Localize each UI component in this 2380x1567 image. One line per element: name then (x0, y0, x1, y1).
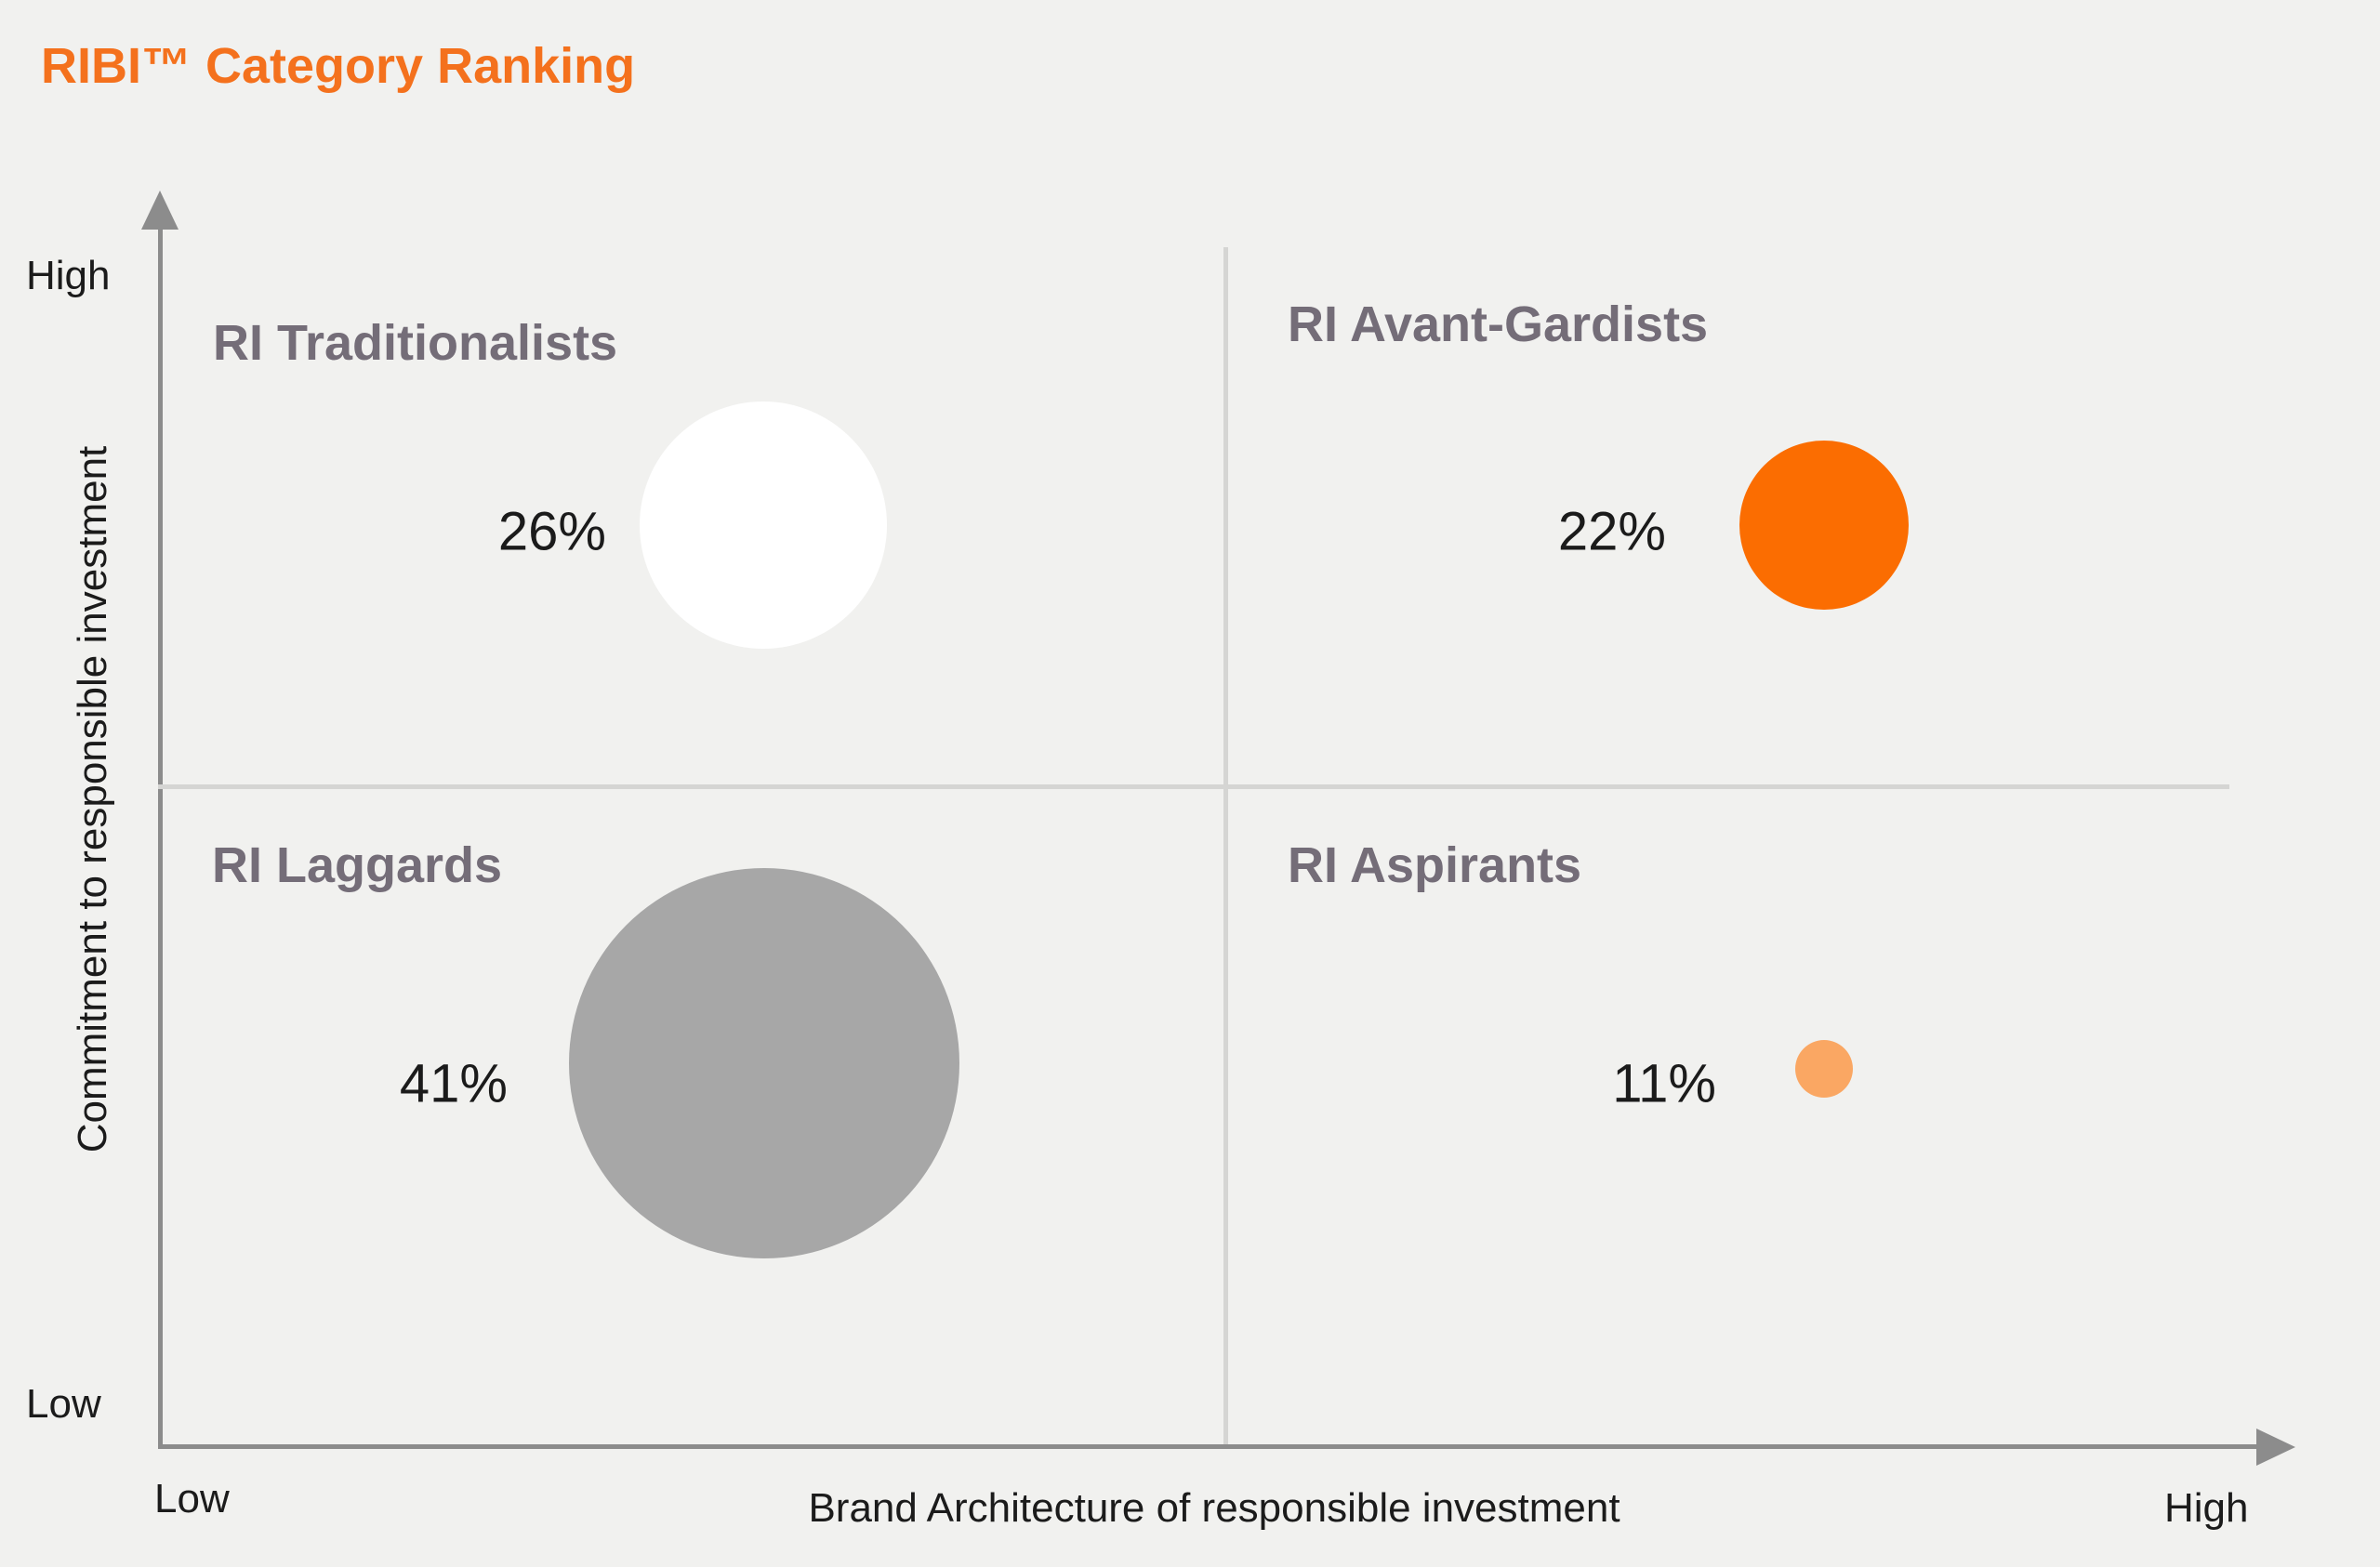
quadrant-divider-vertical (1223, 247, 1228, 1444)
value-label-ri-aspirants: 11% (1612, 1053, 1716, 1114)
quadrant-label-ri-aspirants: RI Aspirants (1288, 837, 1582, 893)
quadrant-label-ri-avant-gardists: RI Avant-Gardists (1288, 296, 1709, 352)
value-label-ri-avant-gardists: 22% (1557, 501, 1666, 562)
y-axis-title: Commitment to responsible investment (70, 445, 115, 1153)
page-title: RIBI™ Category Ranking (41, 38, 636, 94)
y-axis-arrow-up-icon (141, 191, 178, 230)
bubble-ri-avant-gardists (1739, 441, 1909, 610)
y-axis-high-label: High (26, 253, 111, 298)
x-axis-high-label: High (2164, 1485, 2249, 1531)
quadrant-divider-horizontal (158, 784, 2229, 789)
bubble-ri-laggards (569, 868, 959, 1258)
x-axis-line (158, 1444, 2261, 1449)
x-axis-arrow-right-icon (2256, 1429, 2295, 1466)
y-axis-low-label: Low (26, 1381, 101, 1427)
quadrant-label-ri-traditionalists: RI Traditionalists (213, 315, 618, 371)
quadrant-label-ri-laggards: RI Laggards (212, 837, 503, 893)
x-axis-title: Brand Architecture of responsible invest… (808, 1485, 1620, 1531)
bubble-ri-aspirants (1795, 1040, 1853, 1098)
value-label-ri-laggards: 41% (399, 1053, 508, 1114)
bubble-ri-traditionalists (640, 402, 887, 649)
value-label-ri-traditionalists: 26% (497, 501, 606, 562)
x-axis-low-label: Low (154, 1476, 230, 1521)
y-axis-line (158, 223, 163, 1446)
